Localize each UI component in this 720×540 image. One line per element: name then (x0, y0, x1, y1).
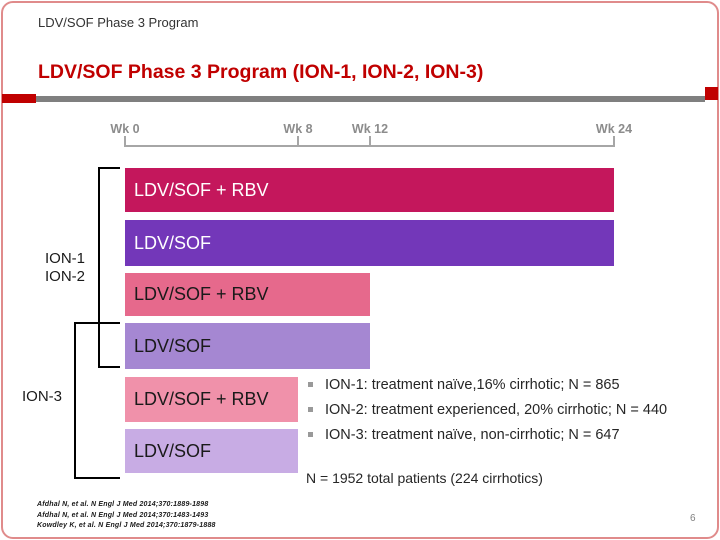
timeline-axis-line (124, 145, 615, 147)
treatment-bar-4: LDV/SOF (125, 323, 370, 369)
axis-tick-label-wk12: Wk 12 (351, 122, 389, 136)
axis-tick-label-wk0: Wk 0 (110, 122, 140, 136)
axis-tick-label-wk8: Wk 8 (283, 122, 313, 136)
treatment-bar-3: LDV/SOF + RBV (125, 273, 370, 316)
ion3-summary-text: ION-3: treatment naïve, non-cirrhotic; N… (325, 427, 620, 443)
divider-red-accent-left (2, 94, 36, 103)
citations-block: Afdhal N, et al. N Engl J Med 2014;370:1… (37, 500, 216, 532)
ion1-ion2-bracket (98, 167, 120, 368)
page-number: 6 (690, 513, 696, 524)
divider-red-accent-right (705, 87, 718, 100)
list-item: ION-1: treatment naïve,16% cirrhotic; N … (300, 376, 718, 394)
square-bullet-icon (308, 382, 313, 387)
axis-tick-mark (369, 136, 371, 146)
axis-tick-mark (613, 136, 615, 146)
divider-gray-bar (36, 96, 705, 102)
treatment-bar-6: LDV/SOF (125, 429, 298, 473)
square-bullet-icon (308, 407, 313, 412)
ion1-summary-text: ION-1: treatment naïve,16% cirrhotic; N … (325, 377, 620, 393)
citation-line: Kowdley K, et al. N Engl J Med 2014;370:… (37, 522, 216, 529)
treatment-bar-2: LDV/SOF (125, 220, 614, 266)
group-label-ion2: ION-2 (45, 268, 86, 285)
treatment-bar-5: LDV/SOF + RBV (125, 377, 298, 422)
axis-tick-mark (124, 136, 126, 146)
axis-tick-label-wk24: Wk 24 (595, 122, 633, 136)
total-patients-text: N = 1952 total patients (224 cirrhotics) (306, 470, 543, 486)
study-summary-list: ION-1: treatment naïve,16% cirrhotic; N … (300, 376, 718, 451)
treatment-bar-1: LDV/SOF + RBV (125, 168, 614, 212)
citation-line: Afdhal N, et al. N Engl J Med 2014;370:1… (37, 511, 209, 519)
ion2-summary-text: ION-2: treatment experienced, 20% cirrho… (325, 402, 668, 418)
group-label-ion1: ION-1 (45, 250, 86, 267)
slide-header: LDV/SOF Phase 3 Program (38, 15, 199, 30)
list-item: ION-2: treatment experienced, 20% cirrho… (300, 401, 718, 419)
square-bullet-icon (308, 432, 313, 437)
page-title: LDV/SOF Phase 3 Program (ION-1, ION-2, I… (38, 61, 484, 83)
citation-line: Afdhal N, et al. N Engl J Med 2014;370:1… (37, 501, 209, 508)
list-item: ION-3: treatment naïve, non-cirrhotic; N… (300, 426, 718, 444)
axis-tick-mark (297, 136, 299, 146)
ion3-bracket (74, 322, 120, 479)
group-label-ion3: ION-3 (22, 388, 63, 405)
